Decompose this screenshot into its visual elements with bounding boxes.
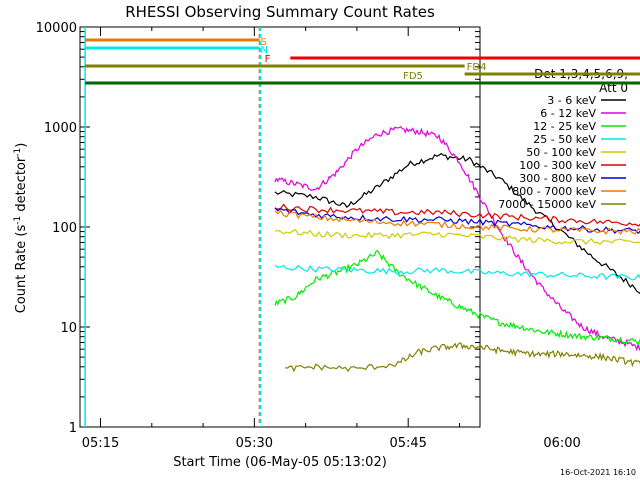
series-line-5	[274, 203, 640, 227]
x-tick-label: 05:30	[236, 436, 273, 451]
y-axis-label-main: Count Rate (s	[14, 225, 29, 314]
legend-label: 6 - 12 keV	[540, 107, 596, 120]
y-axis-label: Count Rate (s-1 detector-1)	[13, 143, 29, 314]
legend-label: 50 - 100 keV	[526, 146, 596, 159]
y-tick-label: 10000	[36, 21, 77, 36]
series-line-7	[274, 209, 640, 235]
y-tick-label: 100	[52, 221, 77, 236]
y-axis-label-mid: detector	[14, 156, 29, 216]
legend-label: 7000 - 15000 keV	[498, 198, 596, 211]
series-line-1	[274, 125, 640, 352]
legend-label: 25 - 50 keV	[533, 133, 596, 146]
legend-label: 100 - 300 keV	[519, 159, 596, 172]
flag-label-fd5: FD5	[403, 71, 423, 82]
plot-frame	[79, 26, 481, 428]
y-tick-label: 10	[60, 321, 77, 336]
series-line-4	[274, 228, 640, 246]
x-tick-label: 06:00	[543, 436, 580, 451]
y-tick-label: 1	[69, 421, 77, 436]
legend-label: 12 - 25 keV	[533, 120, 596, 133]
x-tick-label: 05:45	[389, 436, 426, 451]
footer-timestamp: 16-Oct-2021 16:10	[560, 468, 636, 477]
legend-label: 3 - 6 keV	[547, 94, 596, 107]
y-axis-label-sup2: -1	[13, 148, 23, 157]
x-axis-label: Start Time (06-May-05 05:13:02)	[173, 455, 387, 470]
y-axis-label-sup: -1	[13, 216, 23, 225]
series-line-8	[284, 342, 640, 373]
flag-label-s: S	[261, 37, 267, 48]
series-line-2	[274, 249, 640, 346]
series-line-3	[274, 264, 640, 281]
y-axis-label-end: )	[14, 143, 29, 148]
flag-label-f: F	[265, 54, 271, 65]
legend-label: 300 - 800 keV	[519, 172, 596, 185]
plot-area: 11010010001000005:1505:3005:4506:0006:15…	[36, 21, 640, 451]
flag-label-n: N	[261, 45, 268, 56]
svg-text:Count Rate (s-1 detector-1): Count Rate (s-1 detector-1)	[13, 143, 29, 314]
flag-label-fd4: FD4	[467, 62, 487, 73]
chart-title: RHESSI Observing Summary Count Rates	[125, 3, 435, 21]
y-tick-label: 1000	[44, 121, 77, 136]
legend-label: 800 - 7000 keV	[512, 185, 596, 198]
x-tick-label: 05:15	[82, 436, 119, 451]
